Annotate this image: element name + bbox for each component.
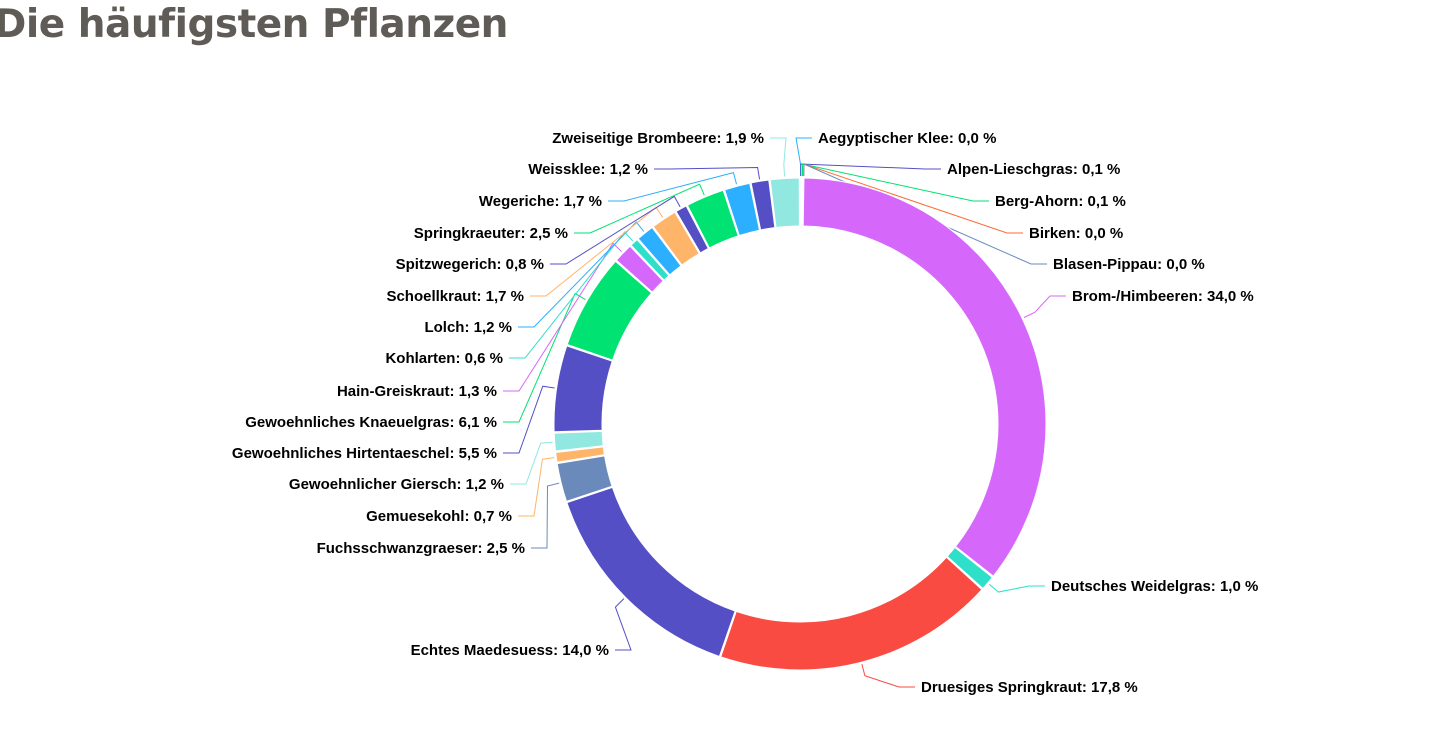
- data-label: Hain-Greiskraut: 1,3 %: [337, 383, 497, 400]
- slice-brom-himbeeren[interactable]: [802, 177, 1047, 577]
- data-label: Blasen-Pippau: 0,0 %: [1053, 256, 1205, 273]
- data-label: Echtes Maedesuess: 14,0 %: [411, 642, 609, 659]
- connector-line: [550, 195, 681, 265]
- connector-line: [801, 163, 989, 202]
- data-label: Springkraeuter: 2,5 %: [414, 225, 568, 242]
- data-label: Wegeriche: 1,7 %: [479, 193, 602, 210]
- data-label: Schoellkraut: 1,7 %: [386, 288, 524, 305]
- data-label: Lolch: 1,2 %: [424, 319, 512, 336]
- data-label: Druesiges Springkraut: 17,8 %: [921, 679, 1138, 696]
- connector-line: [531, 482, 560, 549]
- page-title: Die häufigsten Pflanzen: [0, 2, 508, 47]
- slice-gewoehnliches-knaeuelgras[interactable]: [566, 260, 653, 361]
- slice-hain-greiskraut[interactable]: [615, 245, 664, 293]
- slice-echtes-maedesuess[interactable]: [566, 486, 736, 658]
- connector-line: [861, 664, 915, 688]
- connector-line: [518, 221, 645, 328]
- slice-lolch[interactable]: [637, 226, 682, 276]
- data-label: Fuchsschwanzgraeser: 2,5 %: [317, 540, 525, 557]
- connector-line: [1023, 295, 1066, 318]
- slice-springkraeuter[interactable]: [686, 189, 739, 249]
- slice-wegeriche[interactable]: [723, 182, 761, 237]
- data-label: Weissklee: 1,2 %: [528, 161, 648, 178]
- connector-line: [510, 441, 553, 485]
- data-label: Kohlarten: 0,6 %: [385, 350, 503, 367]
- data-label: Deutsches Weidelgras: 1,0 %: [1051, 578, 1258, 595]
- slice-gemuesekohl[interactable]: [555, 446, 605, 463]
- slice-schoellkraut[interactable]: [652, 211, 700, 266]
- data-label: Gewoehnliches Hirtentaeschel: 5,5 %: [232, 445, 497, 462]
- data-label: Birken: 0,0 %: [1029, 225, 1123, 242]
- slice-kohlarten[interactable]: [630, 238, 670, 281]
- slice-fuchsschwanzgraeser[interactable]: [556, 455, 613, 502]
- connector-line: [608, 172, 738, 202]
- data-label: Berg-Ahorn: 0,1 %: [995, 193, 1126, 210]
- data-label: Gewoehnliches Knaeuelgras: 6,1 %: [245, 414, 497, 431]
- slice-weissklee[interactable]: [750, 179, 776, 231]
- slice-zweiseitige-brombeere[interactable]: [769, 177, 800, 229]
- data-label: Aegyptischer Klee: 0,0 %: [818, 130, 996, 147]
- slice-spitzwegerich[interactable]: [675, 205, 710, 254]
- data-label: Alpen-Lieschgras: 0,1 %: [947, 161, 1120, 178]
- data-label: Spitzwegerich: 0,8 %: [396, 256, 544, 273]
- data-label: Brom-/Himbeeren: 34,0 %: [1072, 288, 1254, 305]
- connector-line: [503, 292, 586, 423]
- connector-line: [503, 385, 555, 454]
- connector-line: [518, 457, 555, 517]
- connector-line: [770, 137, 787, 177]
- connector-line: [988, 583, 1045, 593]
- slice-gewoehnlicher-giersch[interactable]: [553, 430, 604, 452]
- connector-line: [509, 231, 634, 359]
- connector-line: [574, 183, 705, 234]
- slice-berg-ahorn[interactable]: [801, 177, 804, 227]
- slice-druesiges-springkraut[interactable]: [720, 556, 983, 671]
- connector-line: [800, 163, 941, 177]
- slice-alpen-lieschgras[interactable]: [800, 177, 802, 227]
- data-label: Gewoehnlicher Giersch: 1,2 %: [289, 476, 504, 493]
- connector-line: [530, 206, 664, 297]
- connector-line: [503, 242, 622, 392]
- data-label: Gemuesekohl: 0,7 %: [366, 508, 512, 525]
- connector-line: [654, 166, 761, 180]
- slice-gewoehnliches-hirtentaeschel[interactable]: [553, 345, 613, 433]
- slice-deutsches-weidelgras[interactable]: [946, 546, 994, 590]
- connector-line: [614, 598, 632, 651]
- data-label: Zweiseitige Brombeere: 1,9 %: [552, 130, 764, 147]
